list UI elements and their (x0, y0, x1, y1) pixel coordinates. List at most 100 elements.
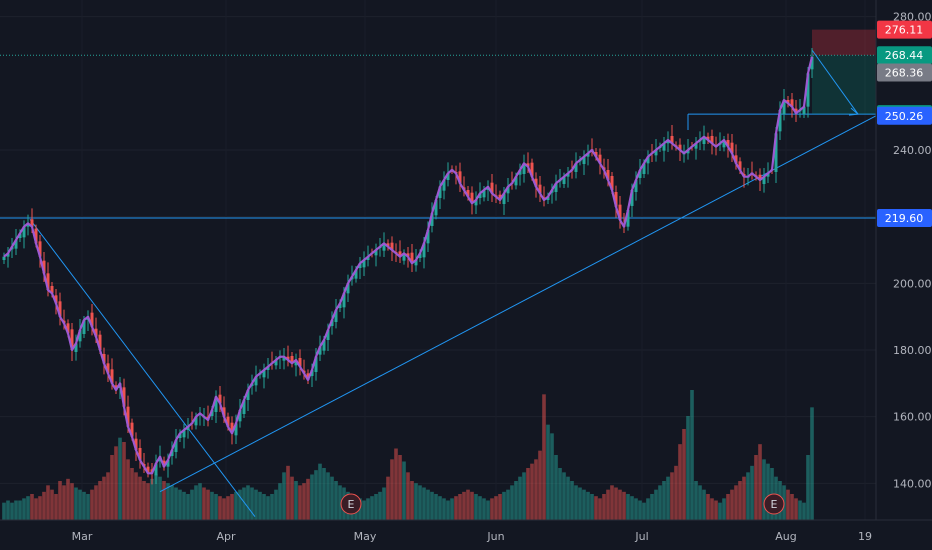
volume-bar (382, 487, 386, 520)
volume-bar (150, 478, 154, 520)
candle-body (286, 356, 290, 360)
candle-body (502, 193, 506, 204)
volume-bar (270, 494, 274, 520)
candle-body (482, 190, 486, 198)
volume-bar (482, 498, 486, 520)
candle-body (778, 110, 782, 132)
time-tick-label: May (354, 530, 377, 543)
volume-bar (222, 498, 226, 520)
volume-bar (14, 500, 18, 520)
stop-zone[interactable] (812, 29, 876, 56)
candle-body (58, 301, 62, 317)
volume-bar (630, 496, 634, 520)
candle-body (630, 190, 634, 206)
volume-bar (238, 489, 242, 520)
volume-bar (434, 494, 438, 520)
candle-body (654, 150, 658, 156)
volume-bar (446, 500, 450, 520)
candle-body (402, 253, 406, 261)
time-axis[interactable]: Mar Apr May Jun Jul Aug 19 (72, 530, 872, 543)
volume-bar (478, 496, 482, 520)
volume-bar (718, 502, 722, 520)
volume-bar (66, 478, 70, 520)
candle-body (774, 133, 778, 172)
volume-bar (486, 500, 490, 520)
volume-bar (402, 461, 406, 520)
volume-bar (726, 494, 730, 520)
volume-bar (282, 472, 286, 520)
candle-body (26, 223, 30, 227)
candle-body (610, 176, 614, 190)
volume-bar (622, 491, 626, 520)
candle-body (74, 343, 78, 352)
candle-body (358, 263, 362, 268)
volume-bar (462, 491, 466, 520)
time-tick-label: Jul (634, 530, 648, 543)
drawing-tools[interactable] (0, 29, 877, 517)
candle-body (470, 192, 474, 204)
volume-bar (786, 489, 790, 520)
candle-body (242, 400, 246, 414)
candle-body (298, 358, 302, 367)
volume-bar (586, 491, 590, 520)
volume-bar (230, 494, 234, 520)
trendline-down[interactable] (29, 219, 256, 517)
candle-body (334, 310, 338, 322)
earnings-marker[interactable] (763, 493, 785, 515)
volume-bar (102, 476, 106, 520)
candle-body (594, 152, 598, 157)
volume-bar (754, 455, 758, 520)
volume-bar (30, 494, 34, 520)
volume-bar (266, 496, 270, 520)
candle-body (710, 136, 714, 144)
volume-bar (414, 483, 418, 520)
volume-bar (554, 455, 558, 520)
volume-bar (214, 494, 218, 520)
candle-body (554, 183, 558, 192)
earnings-marker[interactable] (340, 493, 362, 515)
volume-bar (234, 491, 238, 520)
candle-body (230, 422, 234, 434)
volume-bar (322, 468, 326, 520)
volume-bar (146, 483, 150, 520)
volume-bar (118, 437, 122, 520)
candle-body (810, 56, 814, 70)
volume-bar (670, 472, 674, 520)
candle-body (274, 360, 278, 366)
volume-bar (542, 394, 546, 520)
candle-body (366, 256, 370, 260)
candle-body (106, 363, 110, 374)
volume-bar (450, 498, 454, 520)
candle-body (694, 143, 698, 149)
volume-bar (762, 459, 766, 520)
projection-arrow[interactable] (811, 49, 859, 115)
volume-bar (90, 489, 94, 520)
candle-body (506, 186, 510, 194)
price-tick-label: 140.00 (893, 477, 932, 490)
volume-bar (406, 472, 410, 520)
candle-body (806, 73, 810, 107)
volume-bar (274, 489, 278, 520)
volume-bar (710, 498, 714, 520)
candle-body (166, 460, 170, 467)
volume-bar (562, 472, 566, 520)
volume-bar (758, 444, 762, 520)
volume-bar (738, 481, 742, 520)
volume-bar (286, 465, 290, 520)
volume-bar (522, 472, 526, 520)
candle-body (6, 253, 10, 257)
candle-body (78, 330, 82, 342)
candle-body (434, 200, 438, 216)
volume-bar (590, 494, 594, 520)
candle-body (254, 376, 258, 386)
candle-body (426, 230, 430, 244)
volume-bar (10, 502, 14, 520)
candle-body (442, 180, 446, 191)
volume-bar (254, 489, 258, 520)
volume-bar (294, 481, 298, 520)
volume-bar (290, 476, 294, 520)
candle-body (30, 219, 34, 227)
